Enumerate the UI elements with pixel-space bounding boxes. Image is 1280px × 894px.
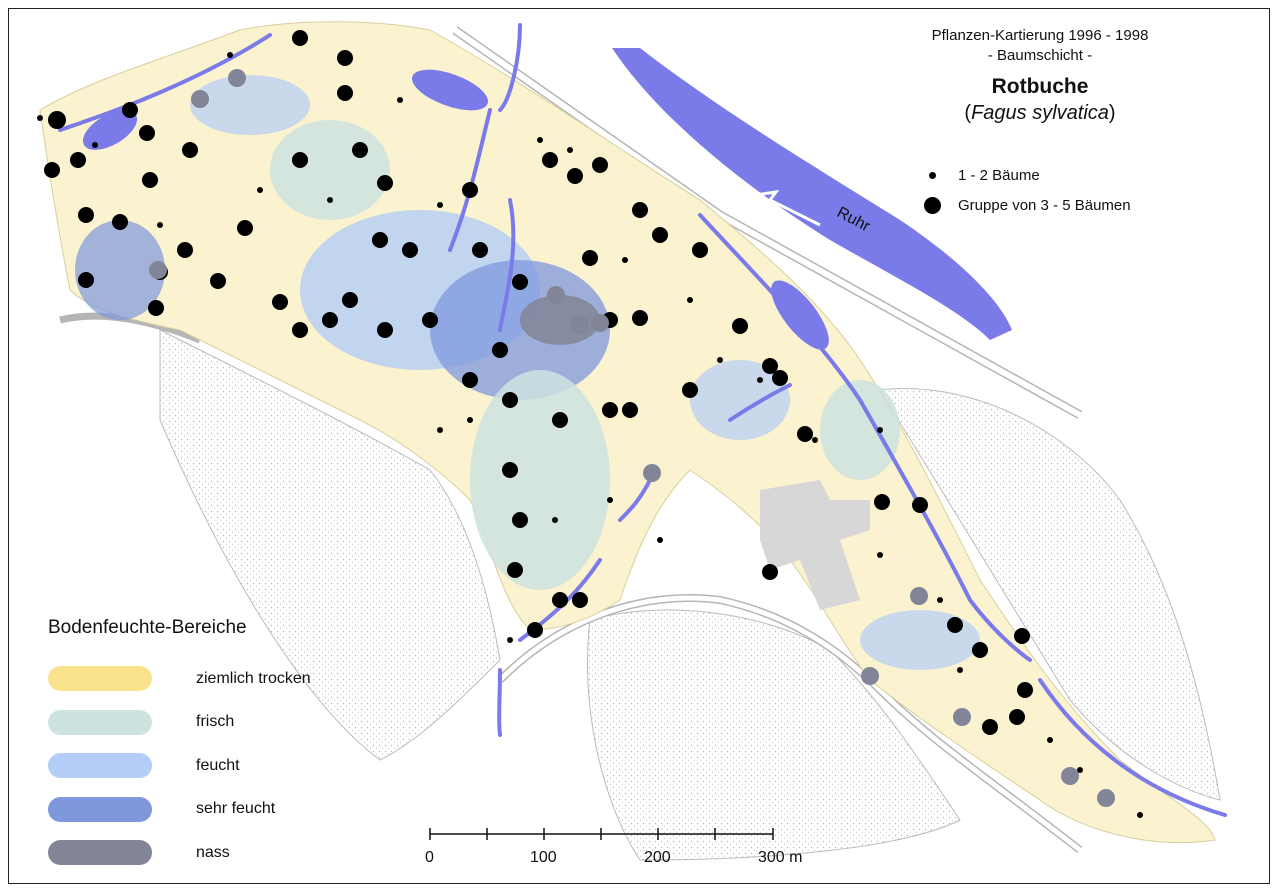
scale-label-100: 100: [530, 849, 557, 866]
soil-label: frisch: [196, 713, 235, 731]
soil-legend-item: nass: [48, 831, 311, 875]
tree-legend-label: 1 - 2 Bäume: [958, 166, 1040, 184]
swatch-dry: [48, 666, 152, 692]
tree-legend-label: Gruppe von 3 - 5 Bäumen: [958, 196, 1131, 214]
tree-legend: 1 - 2 Bäume Gruppe von 3 - 5 Bäumen: [920, 160, 1131, 220]
soil-legend-item: ziemlich trocken: [48, 657, 311, 701]
road-south-inner: [498, 595, 1082, 852]
pond-north: [412, 69, 488, 111]
soil-legend-item: sehr feucht: [48, 788, 311, 832]
soil-label: ziemlich trocken: [196, 669, 311, 687]
tree-legend-item: 1 - 2 Bäume: [920, 160, 1131, 190]
latin-open: (: [964, 102, 972, 124]
soil-label: sehr feucht: [196, 800, 276, 818]
small-dot-icon: [929, 171, 936, 179]
latin-close: ): [1108, 102, 1116, 124]
soil-legend-item: feucht: [48, 744, 311, 788]
terrain-west: [159, 329, 501, 761]
ruhr-river: [612, 48, 1012, 340]
building: [760, 480, 870, 610]
swatch-very-moist: [48, 796, 152, 822]
scale-label-200: 200: [644, 849, 671, 866]
soil-legend-title: Bodenfeuchte-Bereiche: [48, 617, 247, 638]
soil-legend: Bodenfeuchte-Bereiche ziemlich trocken f…: [48, 617, 311, 875]
ruhr-flow-arrow: [759, 190, 821, 227]
latin-text: Fagus sylvatica: [971, 102, 1109, 124]
scale-label-300: 300 m: [758, 849, 802, 866]
title-block: Pflanzen-Kartierung 1996 - 1998 - Baumsc…: [900, 26, 1180, 126]
scale-label-0: 0: [425, 849, 434, 866]
pond-east: [771, 280, 829, 350]
swatch-moist: [48, 753, 152, 779]
map-frame: [8, 8, 1270, 884]
terrain-east: [879, 388, 1221, 801]
large-dot-icon: [924, 196, 941, 214]
tree-legend-item: Gruppe von 3 - 5 Bäumen: [920, 190, 1131, 220]
terrain-south: [586, 609, 961, 861]
tree-markers: [37, 30, 1143, 818]
layer-subtitle: - Baumschicht -: [987, 47, 1093, 64]
scale-labels: 0 100 200 300 m: [425, 849, 802, 866]
species-name: Rotbuche: [991, 75, 1089, 98]
swatch-fresh: [48, 709, 152, 735]
nass-spots: [149, 69, 1115, 807]
pond-northwest: [82, 110, 138, 150]
soil-legend-item: frisch: [48, 701, 311, 745]
soil-label: nass: [196, 843, 230, 861]
survey-title: Pflanzen-Kartierung 1996 - 1998: [931, 27, 1149, 44]
swatch-wet: [48, 840, 152, 866]
streams: [58, 23, 1227, 817]
soil-label: feucht: [196, 756, 240, 774]
railway-inner: [453, 27, 1082, 418]
scale-bar: [429, 828, 774, 840]
latin-name: (Fagus sylvatica): [900, 100, 1180, 126]
